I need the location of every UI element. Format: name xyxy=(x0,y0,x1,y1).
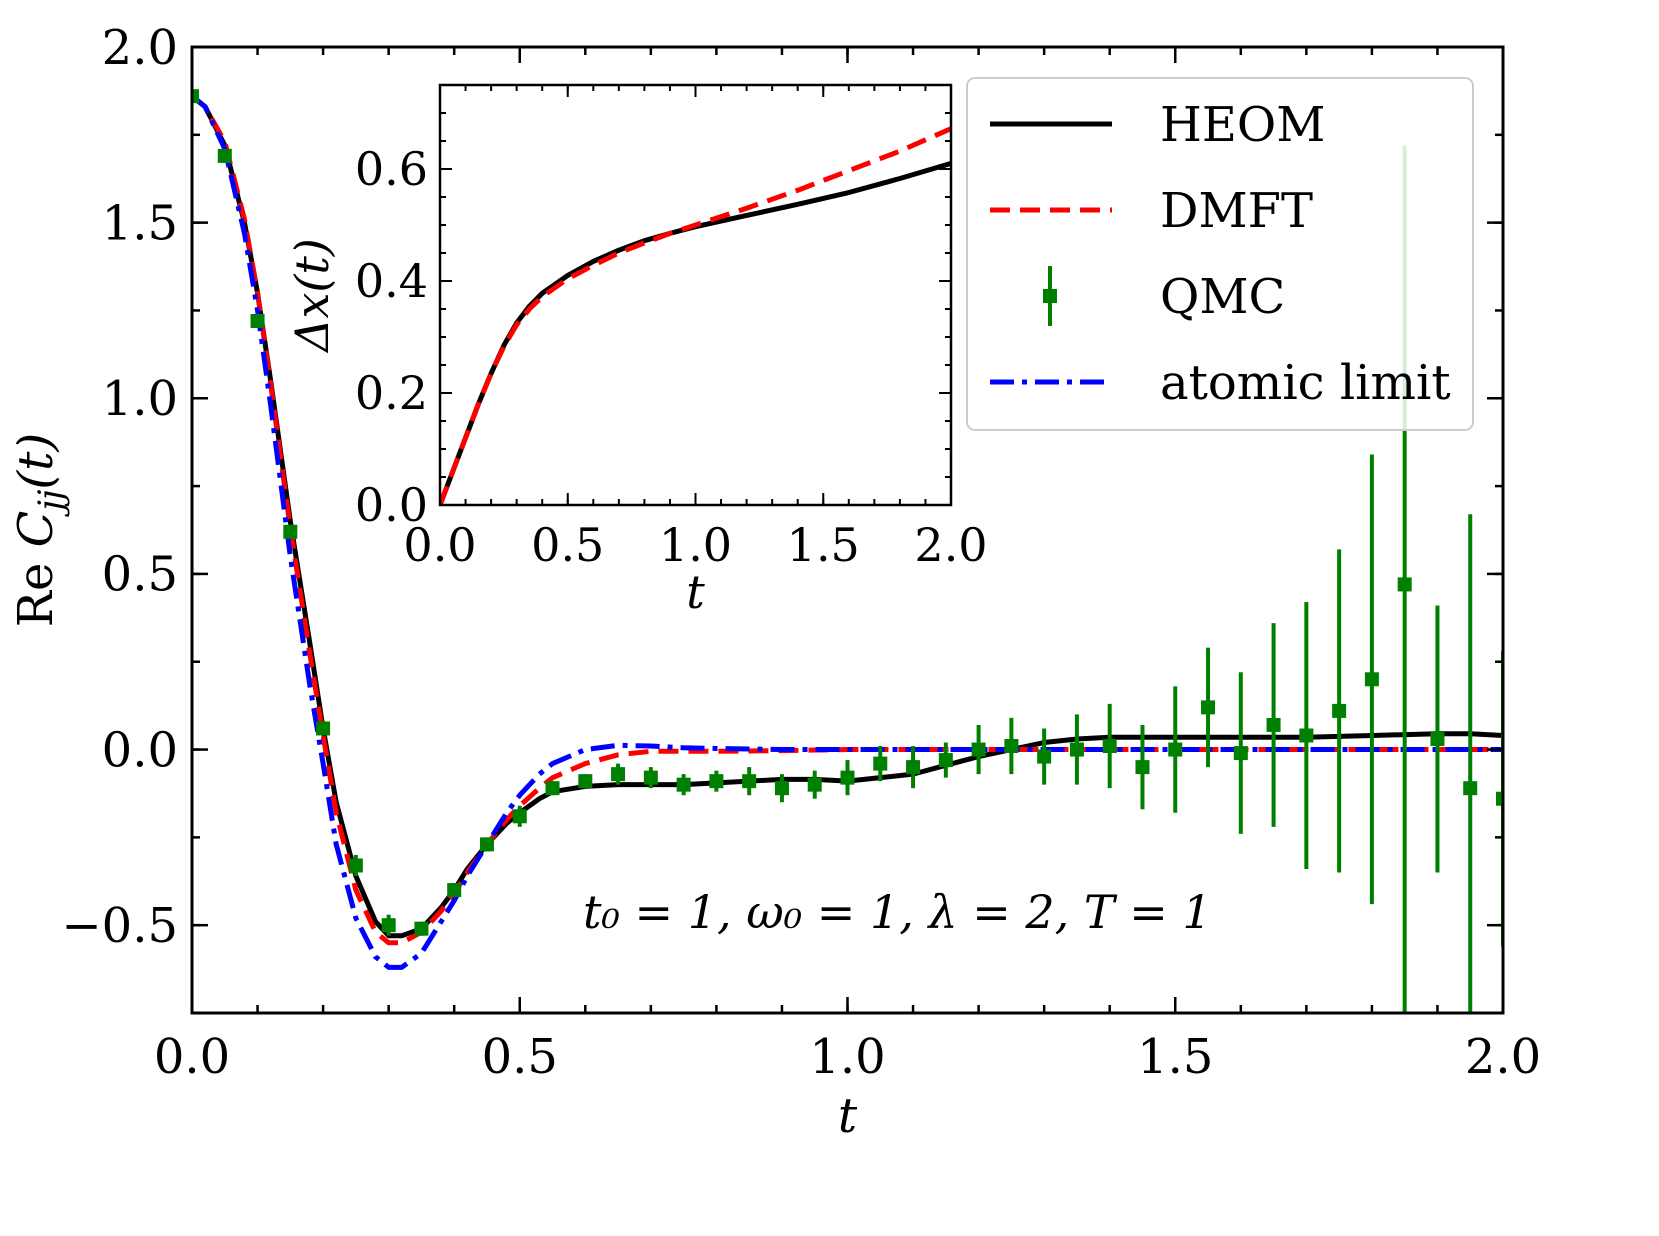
inset-y-tick-label: 0.6 xyxy=(355,142,428,196)
qmc-point xyxy=(1364,672,1379,687)
main-y-tick-label: 0.0 xyxy=(102,722,178,778)
main-plot: 0.0 0.5 1.0 1.5 2.0 −0.5 0.0 0.5 1.0 1.5 2.0 t Re … xyxy=(8,20,1541,1144)
main-x-tick-label: 0.5 xyxy=(482,1029,558,1085)
legend-label-atomic-limit: atomic limit xyxy=(1160,355,1451,411)
qmc-point xyxy=(1037,749,1052,764)
qmc-point xyxy=(840,770,855,785)
inset-x-tick-label: 1.5 xyxy=(787,518,860,572)
main-x-axis-label: t xyxy=(838,1088,858,1144)
main-series-atomic-limit-line xyxy=(192,94,1503,970)
qmc-point xyxy=(676,777,691,792)
qmc-point xyxy=(643,770,658,785)
inset-series-layer xyxy=(440,126,951,505)
main-y-axis-label: Re Cjj(t) xyxy=(8,433,71,627)
qmc-point xyxy=(1496,791,1503,806)
qmc-point xyxy=(1233,746,1248,761)
main-y-axis-label-prefix: Re xyxy=(8,547,64,627)
legend-entry-atomic-limit: atomic limit xyxy=(990,355,1451,411)
legend: HEOM DMFT QMC atomic limit xyxy=(966,77,1474,431)
qmc-point xyxy=(578,774,593,789)
qmc-point xyxy=(348,858,363,873)
qmc-point xyxy=(938,753,953,768)
qmc-point xyxy=(1135,760,1150,775)
qmc-point xyxy=(1004,739,1019,754)
qmc-point xyxy=(447,883,462,898)
main-x-tick-label: 1.5 xyxy=(1137,1029,1213,1085)
inset-y-tick-label: 0.0 xyxy=(355,478,428,532)
main-y-tick-label: 1.5 xyxy=(102,195,178,251)
legend-label-heom: HEOM xyxy=(1160,97,1325,153)
main-y-axis-label-suffix: (t) xyxy=(8,433,64,490)
qmc-point xyxy=(971,742,986,757)
qmc-point xyxy=(807,777,822,792)
qmc-point xyxy=(611,767,626,782)
main-y-tick-label: −0.5 xyxy=(61,898,178,954)
legend-entry-qmc: QMC xyxy=(1043,266,1285,326)
inset-y-tick-label: 0.4 xyxy=(355,254,428,308)
legend-items: HEOM DMFT QMC atomic limit xyxy=(990,97,1451,411)
qmc-point xyxy=(873,756,888,771)
legend-entry-dmft: DMFT xyxy=(990,183,1313,239)
parameter-annotation: t₀ = 1, ω₀ = 1, λ = 2, T = 1 xyxy=(583,885,1212,939)
inset-background xyxy=(440,85,951,505)
qmc-point xyxy=(1397,577,1412,592)
inset-x-tick-label: 0.5 xyxy=(531,518,604,572)
inset-ticks-layer: 0.0 0.5 1.0 1.5 2.0 0.0 0.2 0.4 0.6 xyxy=(355,84,988,572)
legend-qmc-marker xyxy=(1043,289,1057,303)
main-x-tick-label: 2.0 xyxy=(1465,1029,1541,1085)
inset-series-dmft-line xyxy=(440,126,951,505)
main-series-qmc xyxy=(192,89,1503,1013)
qmc-point xyxy=(414,921,429,936)
main-y-axis-label-var: C xyxy=(8,511,64,548)
main-x-tick-label: 1.0 xyxy=(809,1029,885,1085)
qmc-point xyxy=(1463,781,1478,796)
inset-y-tick-label: 0.2 xyxy=(355,366,428,420)
qmc-point xyxy=(1102,739,1117,754)
inset-x-tick-label: 2.0 xyxy=(914,518,987,572)
qmc-point xyxy=(316,721,331,736)
qmc-point xyxy=(283,524,298,539)
main-y-tick-label: 2.0 xyxy=(102,20,178,76)
qmc-point xyxy=(1266,717,1281,732)
main-x-tick-label: 0.0 xyxy=(154,1029,230,1085)
qmc-point xyxy=(742,774,757,789)
inset-y-axis-label: Δx(t) xyxy=(285,238,339,354)
legend-label-qmc: QMC xyxy=(1160,269,1285,325)
main-ticks-layer: 0.0 0.5 1.0 1.5 2.0 −0.5 0.0 0.5 1.0 1.5 2.0 xyxy=(61,20,1541,1085)
qmc-point xyxy=(217,148,232,163)
qmc-point xyxy=(250,313,265,328)
main-y-tick-label: 0.5 xyxy=(102,547,178,603)
qmc-point xyxy=(192,89,199,104)
qmc-point xyxy=(1332,703,1347,718)
qmc-point xyxy=(1168,742,1183,757)
inset-plot: 0.0 0.5 1.0 1.5 2.0 0.0 0.2 0.4 0.6 t Δx(t) xyxy=(285,83,988,619)
qmc-point xyxy=(512,809,527,824)
main-y-tick-label: 1.0 xyxy=(102,371,178,427)
qmc-point xyxy=(545,781,560,796)
legend-box xyxy=(966,77,1474,431)
qmc-point xyxy=(479,837,494,852)
inset-x-tick-label: 1.0 xyxy=(659,518,732,572)
qmc-point xyxy=(774,781,789,796)
legend-label-dmft: DMFT xyxy=(1160,183,1313,239)
main-series-layer xyxy=(192,89,1503,1013)
qmc-point xyxy=(1201,700,1216,715)
qmc-point xyxy=(1430,732,1445,747)
qmc-point xyxy=(1069,742,1084,757)
qmc-point xyxy=(709,774,724,789)
qmc-point xyxy=(381,918,396,933)
inset-series-heom-line xyxy=(440,161,951,505)
inset-x-axis-label: t xyxy=(686,565,705,619)
legend-entry-heom: HEOM xyxy=(990,97,1325,153)
inset-x-tick-label: 0.0 xyxy=(403,518,476,572)
qmc-point xyxy=(906,760,921,775)
qmc-point xyxy=(1299,728,1314,743)
